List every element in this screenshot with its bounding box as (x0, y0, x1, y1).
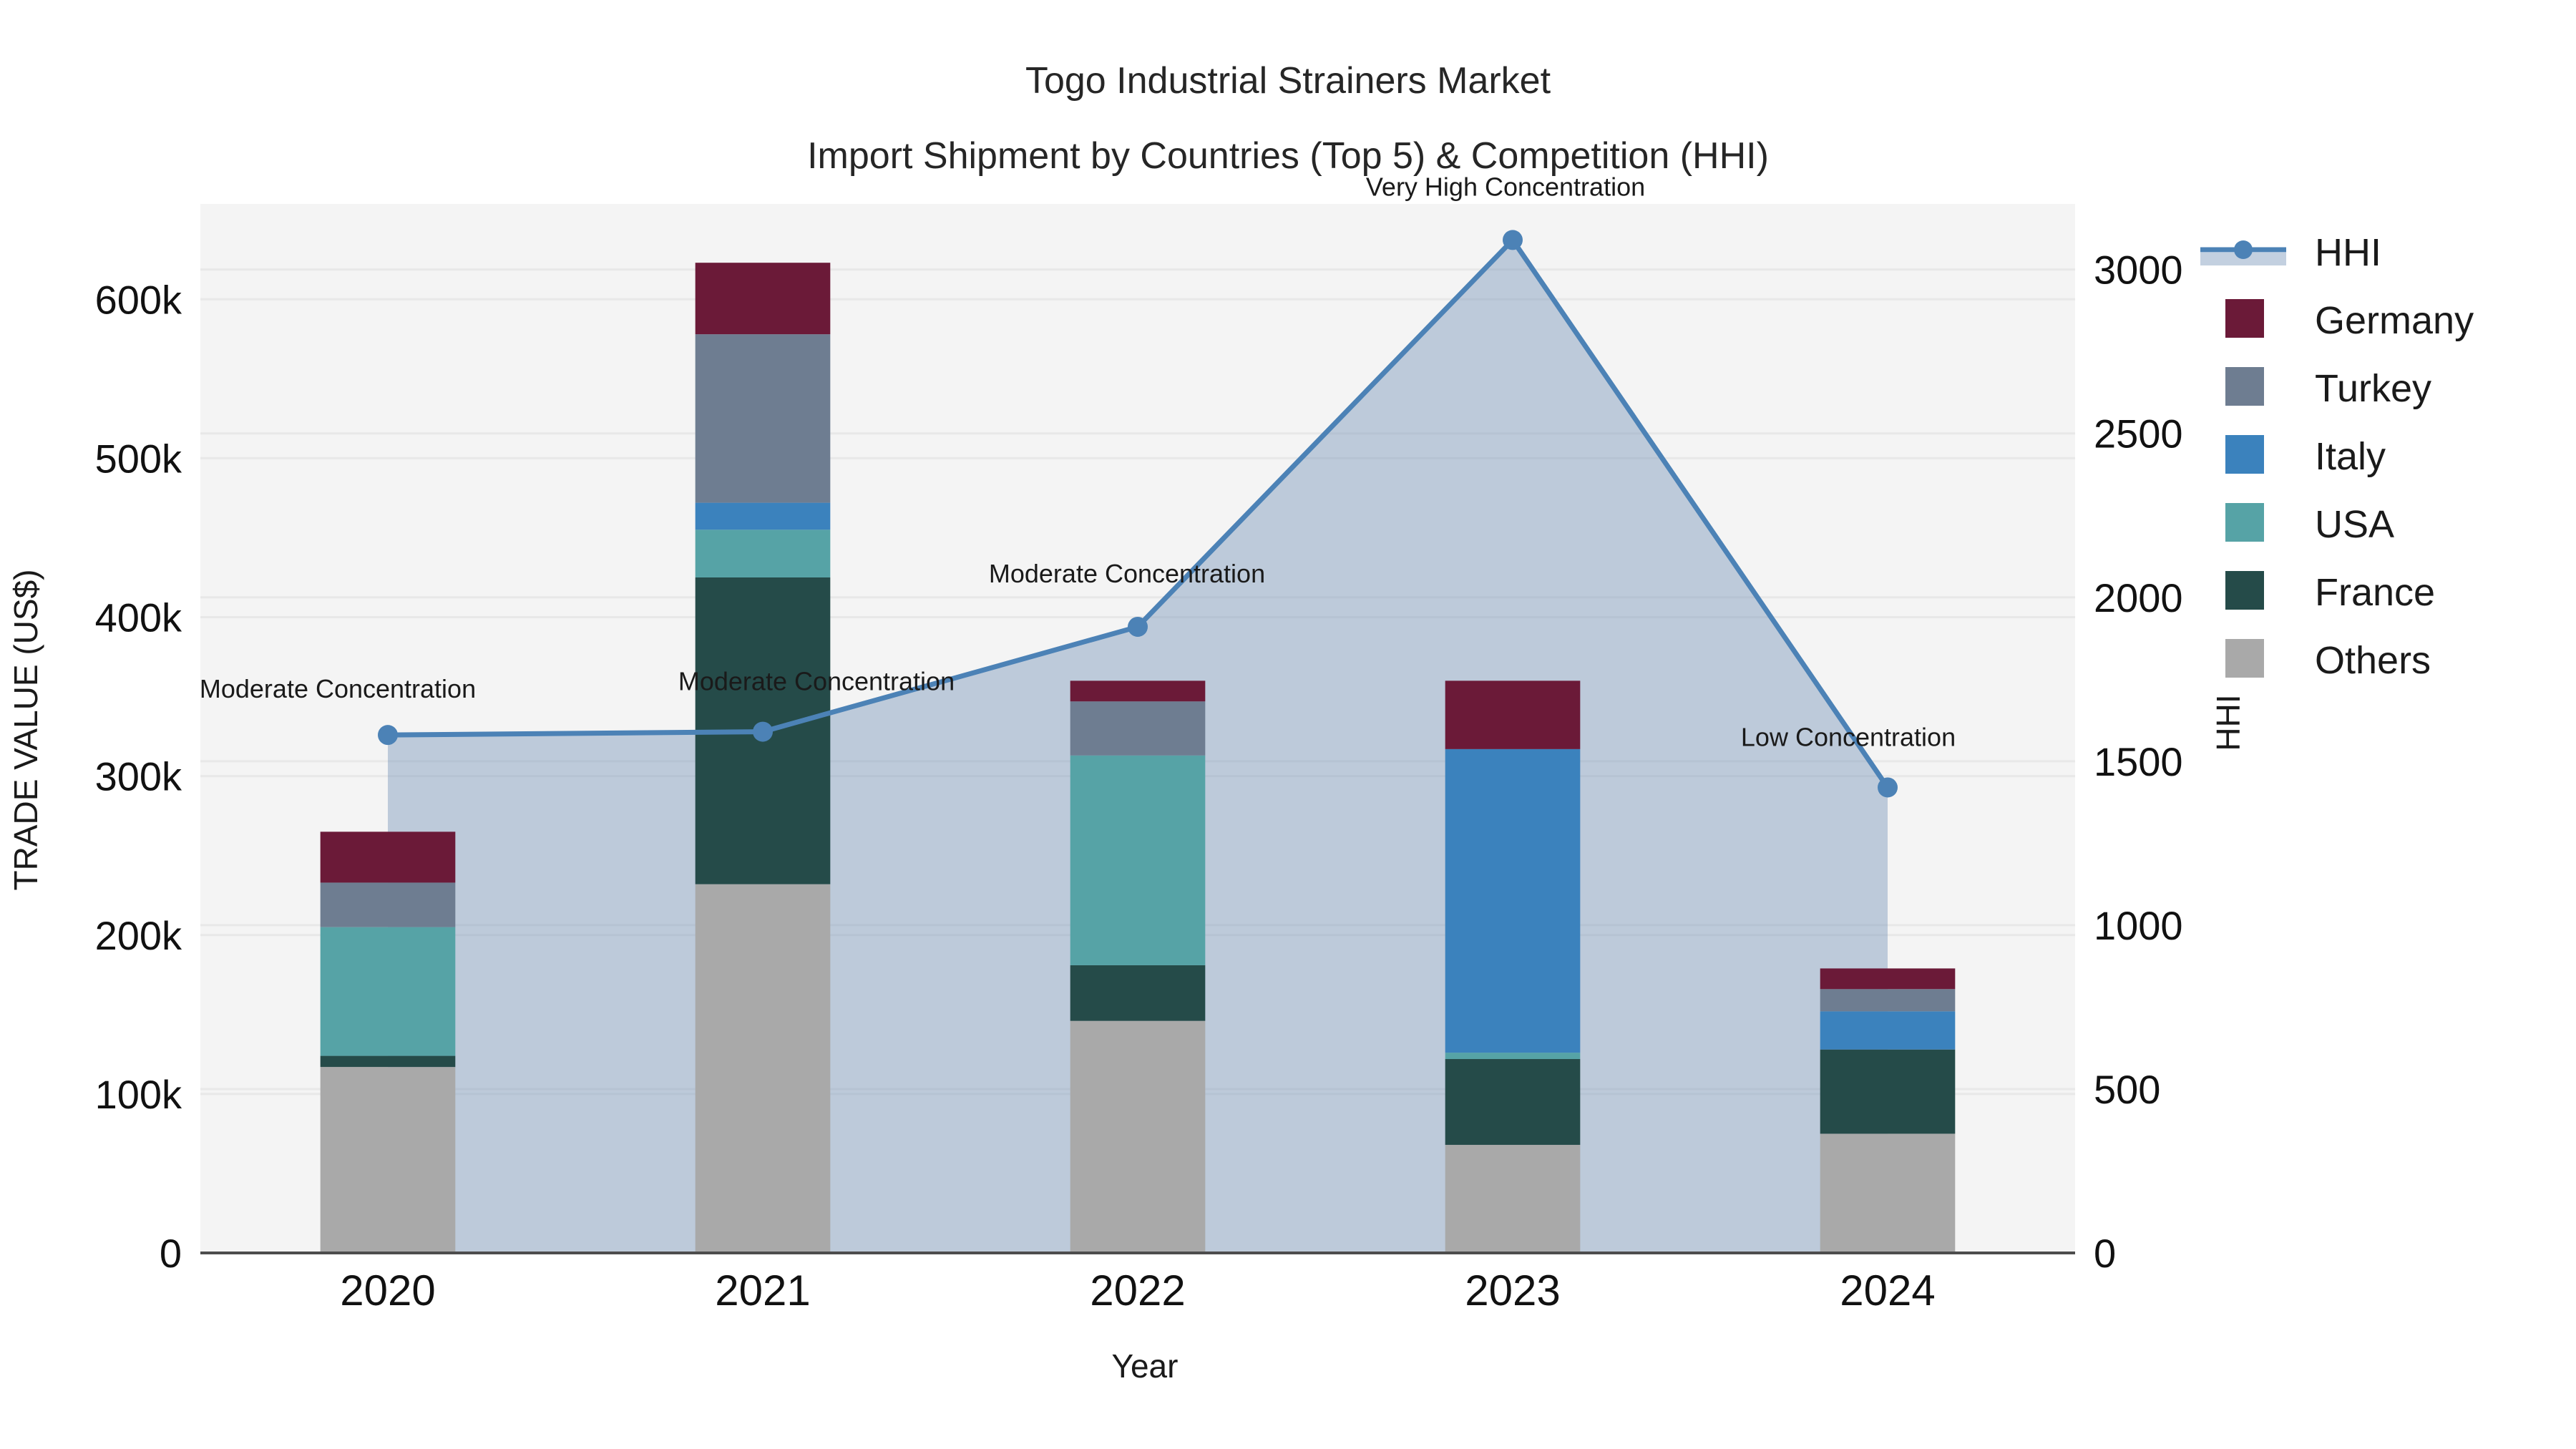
x-tick-2024: 2024 (1840, 1267, 1935, 1314)
bar-segment-turkey (320, 882, 456, 927)
hhi-marker (1128, 616, 1148, 637)
x-tick-labels: 2020 2021 2022 2023 2024 (340, 1267, 1935, 1314)
x-tick-2020: 2020 (340, 1267, 435, 1314)
bar-stack (320, 831, 456, 1253)
legend-color-swatch (2225, 299, 2264, 338)
legend-label: Italy (2315, 435, 2386, 478)
hhi-annotation: Moderate Concentration (200, 674, 476, 703)
annotations-group: Moderate Concentration Moderate Concentra… (200, 172, 1956, 751)
legend-label: Germany (2315, 299, 2474, 342)
bar-segment-others (320, 1067, 456, 1253)
bar-segment-usa (1445, 1053, 1581, 1060)
bar-stack (1445, 680, 1581, 1253)
legend-item-italy[interactable]: Italy (2225, 435, 2386, 478)
legend-item-hhi[interactable]: HHI (2200, 231, 2381, 274)
hhi-annotation: Very High Concentration (1366, 172, 1645, 201)
chart-title-line-1: Togo Industrial Strainers Market (1025, 60, 1551, 102)
y-right-tick: 0 (2094, 1231, 2116, 1276)
bar-segment-france (1820, 1049, 1956, 1134)
legend-item-germany[interactable]: Germany (2225, 299, 2474, 342)
legend-label: Turkey (2315, 367, 2431, 410)
legend-color-swatch (2225, 367, 2264, 406)
bar-segment-turkey (1070, 701, 1206, 756)
bar-segment-italy (1445, 748, 1581, 1053)
x-tick-2021: 2021 (715, 1267, 810, 1314)
y-right-tick: 2500 (2094, 411, 2183, 457)
hhi-marker (1878, 777, 1898, 798)
x-axis-title: Year (1112, 1347, 1179, 1385)
y-left-tick: 200k (95, 913, 182, 958)
y-left-tick: 600k (95, 277, 182, 322)
y-right-tick: 3000 (2094, 248, 2183, 293)
bar-segment-others (1820, 1133, 1956, 1253)
bar-segment-others (1445, 1144, 1581, 1253)
y-right-tick-labels: 0 500 1000 1500 2000 2500 3000 (2094, 248, 2183, 1276)
bar-segment-italy (1820, 1011, 1956, 1050)
y-left-tick: 500k (95, 436, 182, 481)
hhi-annotation: Moderate Concentration (678, 667, 955, 696)
legend-color-swatch (2225, 503, 2264, 542)
legend-color-swatch (2225, 435, 2264, 474)
legend-item-turkey[interactable]: Turkey (2225, 367, 2431, 410)
hhi-marker (753, 721, 773, 742)
bar-segment-germany (695, 263, 831, 335)
y-left-tick: 300k (95, 754, 182, 799)
bar-segment-others (1070, 1020, 1206, 1253)
bar-segment-france (1070, 965, 1206, 1021)
bars-group (320, 263, 1956, 1253)
bar-segment-germany (1070, 680, 1206, 702)
legend-label: USA (2315, 503, 2394, 546)
hhi-annotation: Low Concentration (1741, 722, 1956, 751)
bar-segment-germany (320, 831, 456, 883)
y-left-tick: 400k (95, 595, 182, 640)
y-axis-title-left: TRADE VALUE (US$) (7, 569, 44, 890)
hhi-annotation: Moderate Concentration (989, 559, 1265, 588)
bar-segment-germany (1445, 680, 1581, 749)
legend-color-swatch (2225, 571, 2264, 610)
legend-item-others[interactable]: Others (2225, 639, 2431, 682)
bar-segment-italy (695, 502, 831, 530)
y-axis-title-right: HHI (2210, 694, 2247, 751)
bar-stack (1820, 968, 1956, 1253)
bar-segment-turkey (1820, 989, 1956, 1012)
y-left-tick: 0 (160, 1231, 182, 1276)
bar-segment-usa (695, 530, 831, 577)
x-tick-2022: 2022 (1090, 1267, 1185, 1314)
hhi-line-group (378, 230, 1898, 798)
x-tick-2023: 2023 (1465, 1267, 1560, 1314)
y-left-tick: 100k (95, 1072, 182, 1117)
hhi-marker (378, 725, 398, 746)
y-right-tick: 2000 (2094, 575, 2183, 620)
legend-label: Others (2315, 639, 2431, 682)
hhi-marker (1503, 230, 1523, 250)
bar-segment-france (320, 1055, 456, 1068)
bar-segment-others (695, 884, 831, 1253)
legend-item-usa[interactable]: USA (2225, 503, 2394, 546)
legend-line-marker (2234, 240, 2253, 259)
y-left-tick-labels: 0 100k 200k 300k 400k 500k 600k (95, 277, 182, 1276)
legend-label: France (2315, 571, 2435, 614)
chart-title-line-2: Import Shipment by Countries (Top 5) & C… (807, 135, 1769, 177)
legend-label: HHI (2315, 231, 2381, 274)
legend-item-france[interactable]: France (2225, 571, 2435, 614)
y-right-tick: 1000 (2094, 903, 2183, 948)
legend-color-swatch (2225, 639, 2264, 678)
y-right-tick: 1500 (2094, 739, 2183, 784)
legend: HHI Germany Turkey Italy USA France Others (2200, 231, 2474, 682)
bar-segment-usa (1070, 755, 1206, 965)
bar-segment-france (1445, 1059, 1581, 1145)
bar-segment-usa (320, 927, 456, 1056)
bar-stack (1070, 680, 1206, 1253)
bar-segment-germany (1820, 968, 1956, 990)
bar-stack (695, 263, 831, 1253)
y-right-tick: 500 (2094, 1067, 2160, 1112)
bar-segment-turkey (695, 334, 831, 503)
